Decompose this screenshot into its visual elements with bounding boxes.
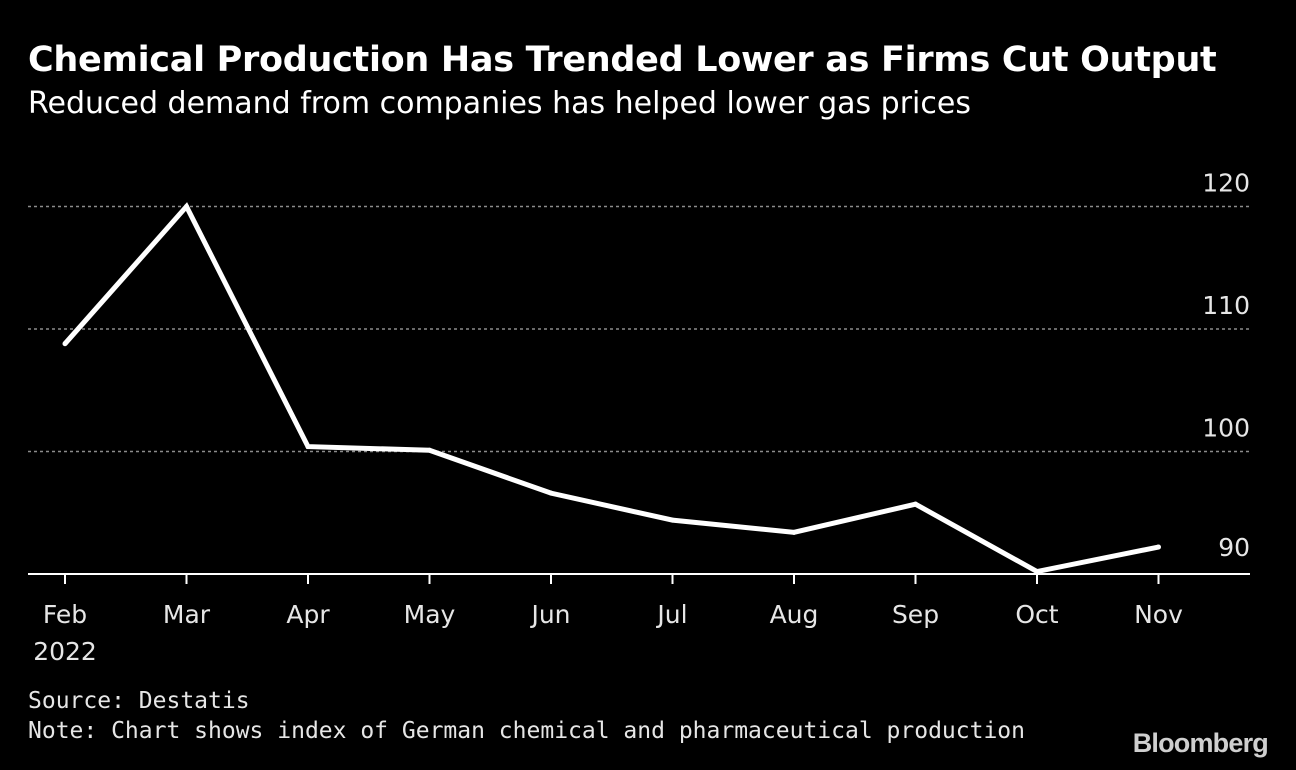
x-tick-label: Aug bbox=[770, 600, 819, 629]
data-point bbox=[791, 529, 797, 535]
data-point bbox=[184, 204, 189, 209]
source-note: Source: Destatis bbox=[28, 688, 250, 714]
x-tick-label: Feb bbox=[43, 600, 87, 629]
x-tick-label: Jul bbox=[655, 600, 687, 629]
data-point bbox=[62, 341, 68, 347]
data-point bbox=[305, 444, 311, 450]
x-tick-label: May bbox=[404, 600, 456, 629]
y-tick-label: 120 bbox=[1202, 169, 1250, 198]
data-point bbox=[913, 501, 918, 507]
x-tick-label: Apr bbox=[286, 600, 330, 629]
data-point bbox=[1156, 544, 1161, 550]
x-tick-label: Nov bbox=[1134, 600, 1183, 629]
chart-subtitle: Reduced demand from companies has helped… bbox=[28, 86, 971, 121]
footnote: Note: Chart shows index of German chemic… bbox=[28, 718, 1025, 744]
y-tick-label: 110 bbox=[1202, 291, 1250, 320]
series-line bbox=[63, 202, 1159, 575]
x-tick-label: Sep bbox=[892, 600, 939, 629]
y-tick-label: 90 bbox=[1218, 533, 1250, 562]
x-year-label: 2022 bbox=[33, 637, 97, 666]
data-point bbox=[670, 517, 675, 523]
data-point bbox=[548, 490, 554, 496]
x-tick-label: Oct bbox=[1015, 600, 1058, 629]
x-tick-label: Mar bbox=[163, 600, 211, 629]
data-point bbox=[1034, 569, 1040, 575]
data-point bbox=[427, 447, 432, 453]
y-tick-label: 100 bbox=[1202, 414, 1250, 443]
bloomberg-logo: Bloomberg bbox=[1132, 728, 1269, 758]
x-tick-label: Jun bbox=[529, 600, 570, 629]
chart-title: Chemical Production Has Trended Lower as… bbox=[28, 40, 1217, 80]
